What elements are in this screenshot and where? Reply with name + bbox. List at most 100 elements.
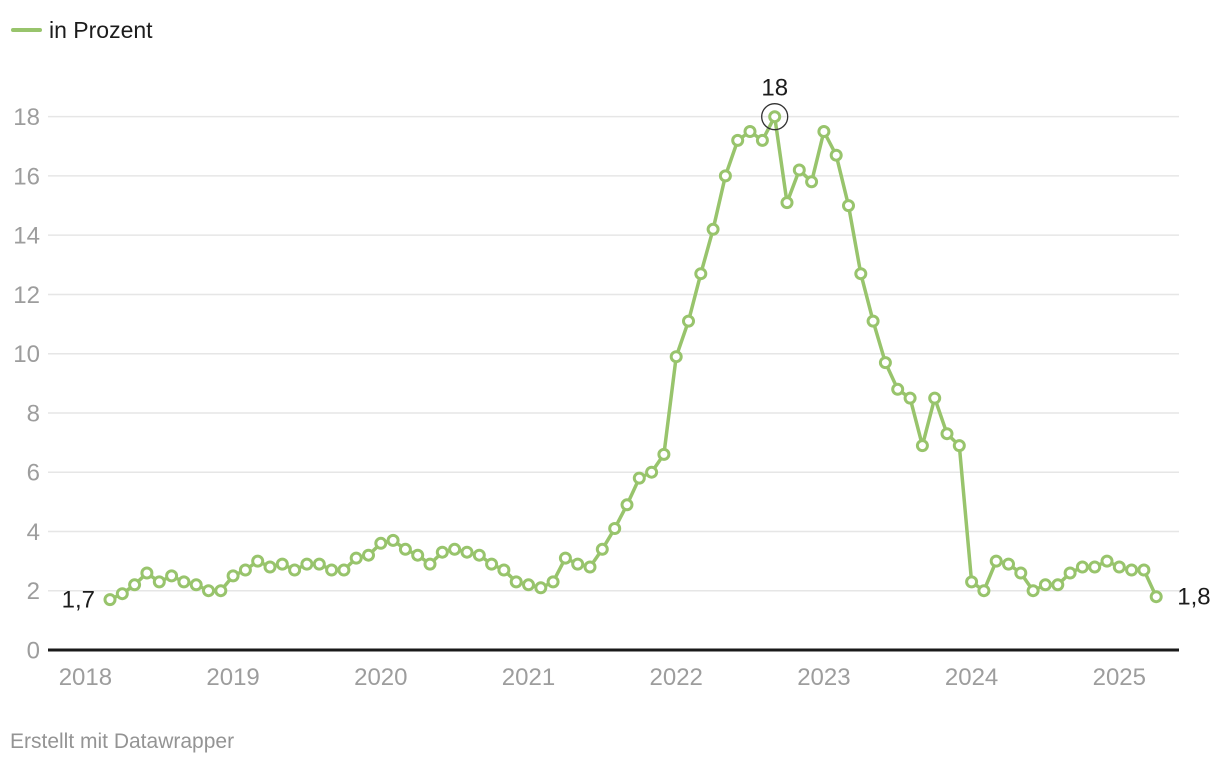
- data-point-marker[interactable]: [275, 557, 289, 571]
- data-point-marker[interactable]: [1026, 584, 1040, 598]
- data-point-marker[interactable]: [1088, 560, 1102, 574]
- data-point-marker[interactable]: [903, 391, 917, 405]
- data-point-marker[interactable]: [608, 522, 622, 535]
- data-point-marker[interactable]: [522, 578, 535, 592]
- data-point-marker[interactable]: [620, 498, 634, 512]
- data-point-marker[interactable]: [595, 542, 609, 556]
- data-point-marker[interactable]: [792, 163, 806, 177]
- start-value-label: 1,7: [62, 587, 95, 614]
- data-point-marker[interactable]: [349, 551, 363, 565]
- data-point-marker[interactable]: [718, 169, 732, 183]
- data-point-marker[interactable]: [226, 569, 240, 583]
- data-point-marker[interactable]: [1075, 560, 1089, 574]
- data-point-marker[interactable]: [460, 545, 474, 559]
- y-tick-label: 2: [27, 578, 40, 605]
- data-point-marker[interactable]: [558, 551, 572, 565]
- data-point-marker[interactable]: [632, 471, 646, 485]
- data-point-marker[interactable]: [152, 575, 166, 589]
- data-point-marker[interactable]: [386, 533, 400, 547]
- data-point-marker[interactable]: [583, 560, 597, 574]
- data-point-marker[interactable]: [1063, 566, 1077, 580]
- data-point-marker[interactable]: [312, 557, 326, 571]
- data-point-marker[interactable]: [1100, 554, 1114, 568]
- data-point-marker[interactable]: [682, 314, 695, 328]
- data-point-marker[interactable]: [534, 581, 548, 595]
- data-point-marker[interactable]: [509, 575, 523, 589]
- data-point-marker[interactable]: [128, 578, 142, 592]
- data-point-marker[interactable]: [423, 557, 437, 571]
- data-point-marker[interactable]: [300, 557, 314, 571]
- data-point-marker[interactable]: [115, 587, 129, 601]
- data-point-marker[interactable]: [263, 560, 277, 574]
- data-point-marker[interactable]: [866, 314, 880, 328]
- data-point-marker[interactable]: [411, 548, 425, 562]
- data-point-marker[interactable]: [214, 584, 228, 598]
- legend-line-swatch: [11, 28, 42, 32]
- data-point-marker[interactable]: [878, 356, 892, 370]
- data-point-marker[interactable]: [891, 382, 905, 396]
- data-point-marker[interactable]: [842, 199, 855, 213]
- data-point-marker[interactable]: [669, 350, 683, 364]
- data-point-marker[interactable]: [165, 569, 179, 583]
- data-point-marker[interactable]: [202, 584, 215, 598]
- y-tick-label: 0: [27, 638, 40, 665]
- data-point-marker[interactable]: [657, 447, 671, 461]
- data-point-marker[interactable]: [743, 125, 757, 138]
- data-point-marker[interactable]: [374, 536, 388, 550]
- data-point-marker[interactable]: [325, 563, 339, 577]
- data-point-marker[interactable]: [362, 548, 375, 562]
- data-point-marker[interactable]: [706, 222, 720, 236]
- data-point-marker[interactable]: [854, 267, 868, 281]
- data-point-marker[interactable]: [398, 542, 412, 556]
- data-point-marker[interactable]: [1038, 578, 1052, 592]
- data-point-marker[interactable]: [915, 439, 929, 453]
- data-point-marker[interactable]: [965, 575, 979, 589]
- data-point-marker[interactable]: [497, 563, 511, 577]
- data-point-marker[interactable]: [177, 575, 191, 589]
- data-point-marker[interactable]: [829, 148, 843, 162]
- data-point-marker[interactable]: [768, 110, 782, 124]
- data-point-marker[interactable]: [189, 578, 203, 592]
- data-point-marker[interactable]: [989, 554, 1003, 568]
- data-point-marker[interactable]: [755, 133, 769, 147]
- data-point-marker[interactable]: [448, 542, 462, 556]
- data-point-marker[interactable]: [1125, 563, 1139, 577]
- x-axis-labels-group: 2018 2019 2020 2021 2022 2023 2024 2025: [59, 664, 1146, 691]
- data-point-marker[interactable]: [1014, 566, 1028, 580]
- data-point-marker[interactable]: [337, 563, 351, 577]
- data-point-marker[interactable]: [694, 267, 708, 281]
- peak-annotation-circle: [761, 103, 789, 131]
- data-point-marker[interactable]: [1112, 560, 1126, 574]
- data-point-marker[interactable]: [817, 125, 831, 138]
- data-point-marker[interactable]: [805, 175, 819, 189]
- x-tick-label: 2023: [797, 664, 850, 691]
- data-point-marker[interactable]: [546, 575, 560, 589]
- data-point-marker[interactable]: [952, 439, 966, 453]
- data-point-marker[interactable]: [928, 391, 942, 405]
- data-point-marker[interactable]: [435, 545, 449, 559]
- data-point-marker[interactable]: [472, 548, 486, 562]
- data-point-marker[interactable]: [940, 427, 954, 441]
- x-tick-label: 2019: [206, 664, 259, 691]
- data-point-marker[interactable]: [288, 563, 302, 577]
- data-point-marker[interactable]: [140, 566, 154, 580]
- annotations-group: 1,7 1,8 18: [62, 75, 1211, 614]
- data-point-marker[interactable]: [731, 133, 745, 147]
- data-point-marker[interactable]: [1137, 563, 1151, 577]
- y-tick-label: 18: [13, 104, 40, 131]
- data-point-marker[interactable]: [1149, 590, 1163, 604]
- x-tick-label: 2020: [354, 664, 407, 691]
- data-point-marker[interactable]: [571, 557, 585, 571]
- y-tick-label: 10: [13, 341, 40, 368]
- data-point-marker[interactable]: [645, 465, 659, 479]
- data-point-marker[interactable]: [485, 557, 499, 571]
- data-point-marker[interactable]: [103, 593, 117, 607]
- data-point-marker[interactable]: [977, 584, 991, 598]
- data-point-marker[interactable]: [251, 554, 265, 568]
- data-point-marker[interactable]: [238, 563, 252, 577]
- gridlines-group: [48, 115, 1179, 652]
- data-point-marker[interactable]: [780, 196, 794, 210]
- data-point-marker[interactable]: [1051, 578, 1065, 592]
- data-point-marker[interactable]: [1002, 557, 1015, 571]
